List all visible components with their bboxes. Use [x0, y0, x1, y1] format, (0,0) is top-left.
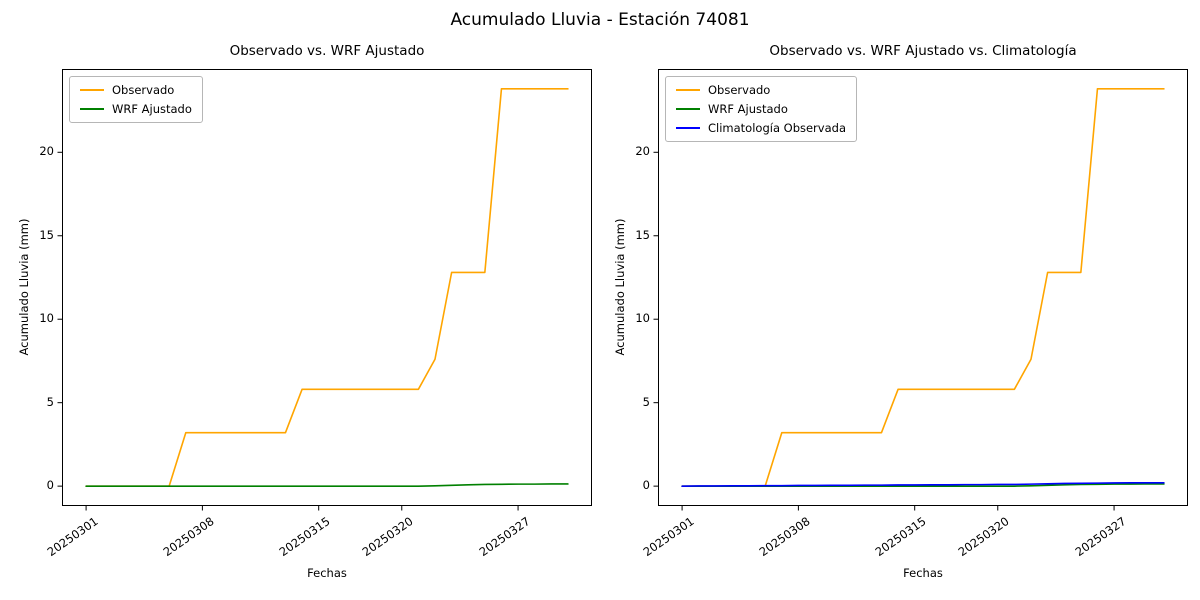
chart-canvas: [653, 69, 1188, 511]
legend-label: Observado: [112, 83, 175, 97]
x-tick-label: 20250308: [160, 514, 217, 560]
x-tick-label: 20250301: [44, 514, 101, 560]
legend-entry-wrf-ajustado: WRF Ajustado: [676, 102, 846, 116]
x-tick-label: 20250308: [756, 514, 813, 560]
x-tick-label: 20250327: [476, 514, 533, 560]
y-tick-label: 5: [642, 394, 650, 409]
x-tick-label: 20250320: [955, 514, 1012, 560]
y-tick-label: 15: [39, 227, 54, 242]
x-tick-label: 20250315: [276, 514, 333, 560]
legend-entry-observado: Observado: [676, 83, 846, 97]
series-line-climatologia-observada: [681, 481, 1165, 487]
y-tick-label: 5: [46, 394, 54, 409]
series-line-observado: [85, 88, 569, 487]
x-tick-label: 20250301: [640, 514, 697, 560]
y-tick-label: 10: [635, 311, 650, 326]
x-tick-label: 20250320: [359, 514, 416, 560]
legend-line-swatch: [676, 127, 700, 129]
legend-entry-observado: Observado: [80, 83, 192, 97]
legend: Observado WRF Ajustado: [69, 76, 203, 123]
legend: Observado WRF Ajustado Climatología Observ…: [665, 76, 857, 142]
legend-line-swatch: [676, 108, 700, 110]
axes-frame: [62, 69, 592, 506]
series-line-observado: [681, 88, 1165, 487]
chart-canvas: [57, 69, 592, 511]
y-tick-label: 20: [39, 144, 54, 159]
subplot-left-plot-area: Observado WRF Ajustado: [57, 69, 592, 511]
legend-label: WRF Ajustado: [112, 102, 192, 116]
subplot-right-x-axis-label: Fechas: [903, 566, 943, 580]
legend-entry-wrf-ajustado: WRF Ajustado: [80, 102, 192, 116]
legend-line-swatch: [676, 89, 700, 91]
x-tick-label: 20250327: [1072, 514, 1129, 560]
y-tick-label: 15: [635, 227, 650, 242]
axes-frame: [658, 69, 1188, 506]
subplot-right-title: Observado vs. WRF Ajustado vs. Climatolo…: [769, 43, 1077, 59]
y-tick-label: 20: [635, 144, 650, 159]
legend-entry-climatologia-observada: Climatología Observada: [676, 121, 846, 135]
legend-label: Observado: [708, 83, 771, 97]
figure-title: Acumulado Lluvia - Estación 74081: [450, 10, 750, 30]
y-tick-label: 0: [642, 478, 650, 493]
series-line-wrf-ajustado: [85, 483, 569, 487]
legend-line-swatch: [80, 89, 104, 91]
legend-line-swatch: [80, 108, 104, 110]
y-tick-label: 0: [46, 478, 54, 493]
subplot-right-plot-area: Observado WRF Ajustado Climatología Observ…: [653, 69, 1188, 511]
subplot-left-x-axis-label: Fechas: [307, 566, 347, 580]
legend-label: Climatología Observada: [708, 121, 846, 135]
y-tick-label: 10: [39, 311, 54, 326]
x-tick-label: 20250315: [872, 514, 929, 560]
legend-label: WRF Ajustado: [708, 102, 788, 116]
subplot-left-title: Observado vs. WRF Ajustado: [229, 43, 425, 59]
